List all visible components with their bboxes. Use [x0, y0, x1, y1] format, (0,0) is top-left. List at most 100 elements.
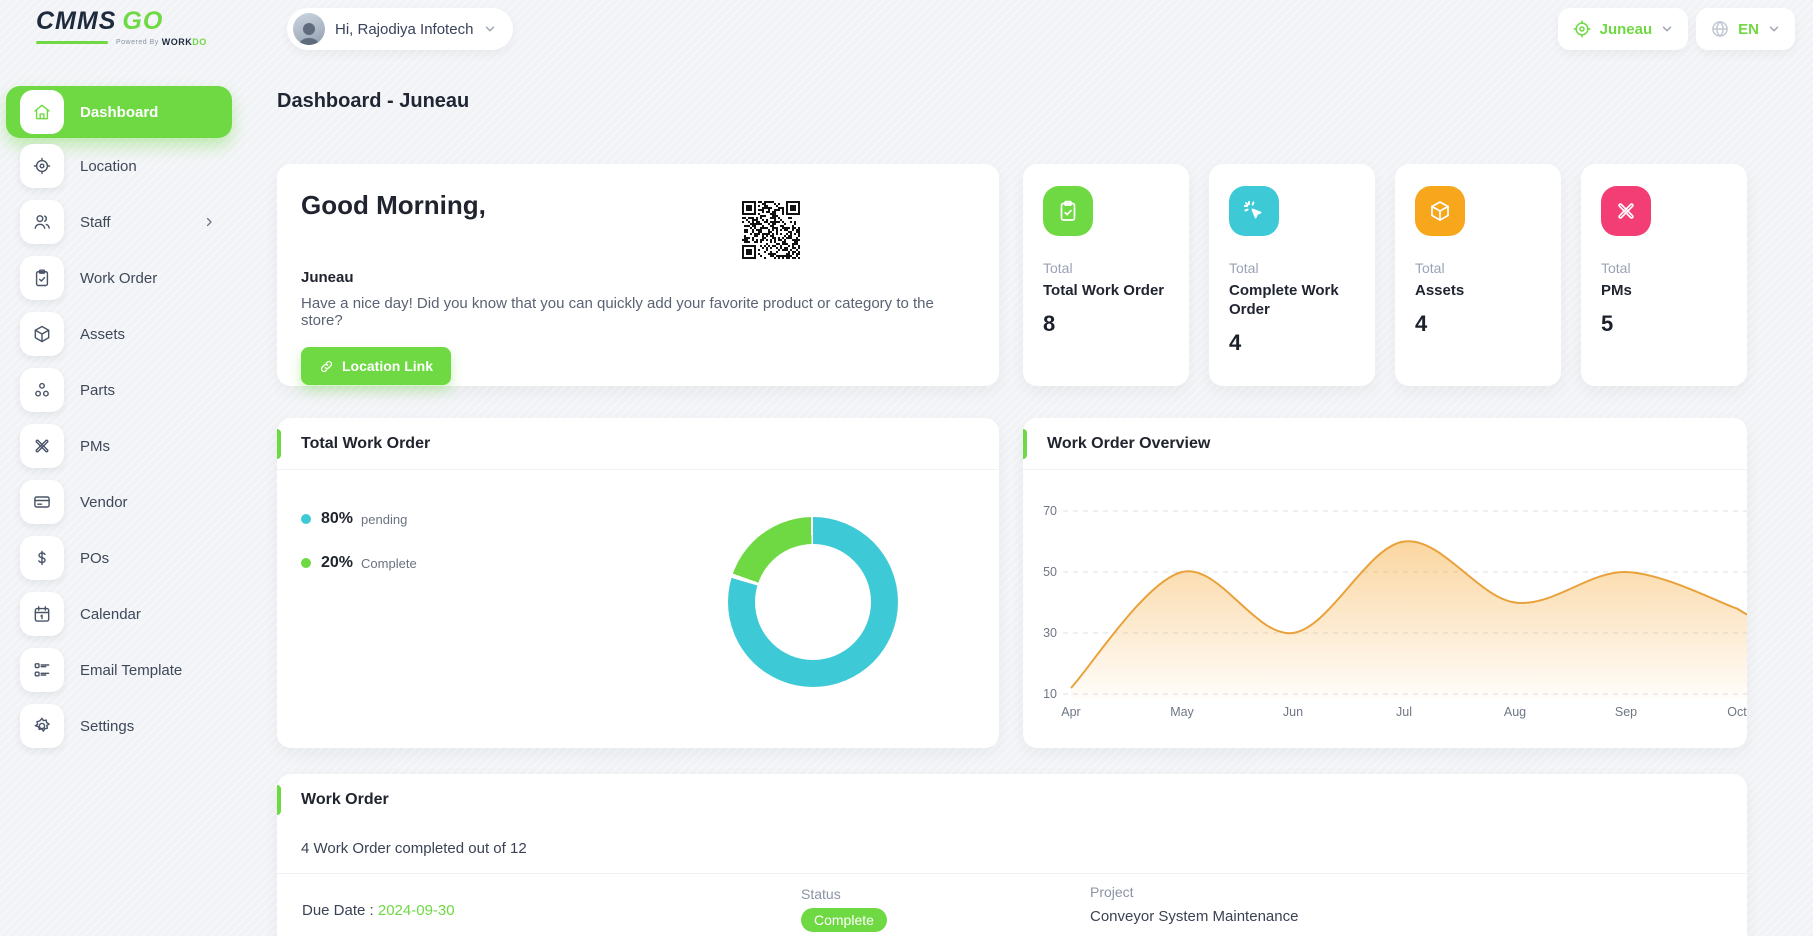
logo-text-cmms: CMMS — [36, 7, 117, 35]
staff-icon — [20, 200, 64, 244]
x-axis-tick: May — [1170, 705, 1194, 719]
tools-icon — [1601, 186, 1651, 236]
stat-card-row: Total Total Work Order 8 Total Complete Work… — [1023, 164, 1747, 386]
stat-card-pms: Total PMs 5 — [1581, 164, 1747, 386]
sidebar-item-label: Email Template — [80, 661, 183, 679]
logo-underline — [36, 40, 108, 44]
stat-prefix: Total — [1043, 260, 1073, 276]
due-date: Due Date : 2024-09-30 — [302, 902, 455, 919]
sidebar-item-dashboard[interactable]: Dashboard — [6, 86, 232, 138]
sidebar-item-settings[interactable]: Settings — [6, 698, 232, 754]
card-accent-bar — [277, 429, 281, 459]
work-order-card-title: Work Order — [301, 791, 389, 808]
stat-label: Total Work Order — [1043, 282, 1165, 299]
location-link-label: Location Link — [342, 358, 433, 374]
x-axis-tick: Oct — [1727, 705, 1747, 719]
legend-label: Complete — [361, 555, 417, 571]
legend-dot — [301, 558, 311, 568]
language-switcher-button[interactable]: EN — [1696, 8, 1795, 50]
user-greeting-label: Hi, Rajodiya Infotech — [335, 20, 474, 38]
x-axis-tick: Sep — [1615, 705, 1637, 719]
sidebar-item-work-order[interactable]: Work Order — [6, 250, 232, 306]
legend-percent: 20% — [321, 554, 354, 571]
legend-dot — [301, 514, 311, 524]
work-order-area-chart: 70 50 30 10 Apr May Jun Jul Aug Sep Oct — [1043, 504, 1747, 719]
project-value: Conveyor System Maintenance — [1090, 908, 1299, 925]
main-content: Dashboard - Juneau Good Morning, Juneau … — [277, 58, 1747, 936]
greeting-location-name: Juneau — [301, 269, 354, 286]
sidebar-item-label: Work Order — [80, 269, 158, 287]
stat-card-assets: Total Assets 4 — [1395, 164, 1561, 386]
y-axis-tick: 30 — [1043, 626, 1057, 640]
y-axis-tick: 10 — [1043, 687, 1057, 701]
sidebar-nav: Dashboard Location Staff Work Order Assets Pa… — [6, 86, 232, 754]
donut-chart — [728, 517, 898, 687]
link-icon — [319, 359, 334, 374]
home-icon — [20, 90, 64, 134]
qr-code — [742, 201, 800, 259]
y-axis-tick: 70 — [1043, 504, 1057, 518]
sidebar-item-label: Parts — [80, 381, 116, 399]
chevron-down-icon — [483, 22, 497, 36]
project-column: Project Conveyor System Maintenance — [1090, 884, 1298, 925]
sidebar-item-label: Vendor — [80, 493, 128, 511]
sidebar-item-label: PMs — [80, 437, 110, 455]
sidebar-item-staff[interactable]: Staff — [6, 194, 232, 250]
stat-value: 5 — [1601, 310, 1614, 336]
sidebar-item-email-template[interactable]: Email Template — [6, 642, 232, 698]
language-switcher-label: EN — [1738, 20, 1759, 38]
sidebar-item-label: Dashboard — [80, 103, 159, 121]
chevron-right-icon — [202, 215, 216, 229]
sidebar-item-vendor[interactable]: Vendor — [6, 474, 232, 530]
app-logo: CMMS GO Powered By WORKDO — [36, 8, 216, 47]
chevron-down-icon — [1660, 22, 1674, 36]
user-menu-button[interactable]: Hi, Rajodiya Infotech — [287, 8, 514, 50]
greeting-title: Good Morning, — [301, 190, 486, 220]
stat-card-complete-work-order: Total Complete Work Order 4 — [1209, 164, 1375, 386]
greeting-message: Have a nice day! Did you know that you c… — [301, 295, 934, 329]
top-bar: CMMS GO Powered By WORKDO Hi, Rajodiya In… — [0, 0, 1813, 58]
sidebar-item-location[interactable]: Location — [6, 138, 232, 194]
stat-prefix: Total — [1229, 260, 1259, 276]
sidebar-item-label: Settings — [80, 717, 135, 735]
clipboard-icon — [1043, 186, 1093, 236]
card-accent-bar — [277, 785, 281, 815]
donut-card-title: Total Work Order — [301, 434, 431, 452]
sidebar-item-parts[interactable]: Parts — [6, 362, 232, 418]
area-fill — [1071, 541, 1747, 698]
gear-icon — [20, 704, 64, 748]
parts-icon — [20, 368, 64, 412]
avatar — [293, 13, 325, 45]
stat-label: Assets — [1415, 282, 1465, 299]
logo-powered-by: Powered By — [116, 38, 159, 46]
x-axis-tick: Jun — [1283, 705, 1303, 719]
stat-value: 8 — [1043, 310, 1056, 336]
divider — [277, 873, 1747, 874]
sidebar-item-calendar[interactable]: Calendar — [6, 586, 232, 642]
work-order-summary: 4 Work Order completed out of 12 — [301, 840, 527, 857]
sidebar-item-label: Location — [80, 157, 137, 175]
card-icon — [20, 480, 64, 524]
stat-label: Complete Work Order — [1229, 282, 1339, 318]
sidebar-item-label: Staff — [80, 213, 111, 231]
status-label: Status — [801, 886, 841, 902]
work-order-overview-card: Work Order Overview 70 50 30 10 Apr May Jun Jul… — [1023, 418, 1747, 748]
dollar-icon — [20, 536, 64, 580]
target-icon — [1572, 19, 1592, 39]
sidebar-item-assets[interactable]: Assets — [6, 306, 232, 362]
location-switcher-label: Juneau — [1599, 20, 1653, 38]
total-work-order-card: Total Work Order 80% pending 20% Complete — [277, 418, 999, 748]
sidebar-item-pos[interactable]: POs — [6, 530, 232, 586]
cursor-click-icon — [1229, 186, 1279, 236]
location-switcher-button[interactable]: Juneau — [1557, 8, 1689, 50]
overview-card-title: Work Order Overview — [1047, 434, 1211, 452]
tools-icon — [20, 424, 64, 468]
project-label: Project — [1090, 884, 1134, 900]
stat-label: PMs — [1601, 282, 1632, 299]
work-order-detail-card: Work Order 4 Work Order completed out of… — [277, 774, 1747, 936]
sidebar-item-label: Assets — [80, 325, 126, 343]
sidebar-item-pms[interactable]: PMs — [6, 418, 232, 474]
x-axis-tick: Aug — [1504, 705, 1526, 719]
location-link-button[interactable]: Location Link — [301, 347, 451, 385]
